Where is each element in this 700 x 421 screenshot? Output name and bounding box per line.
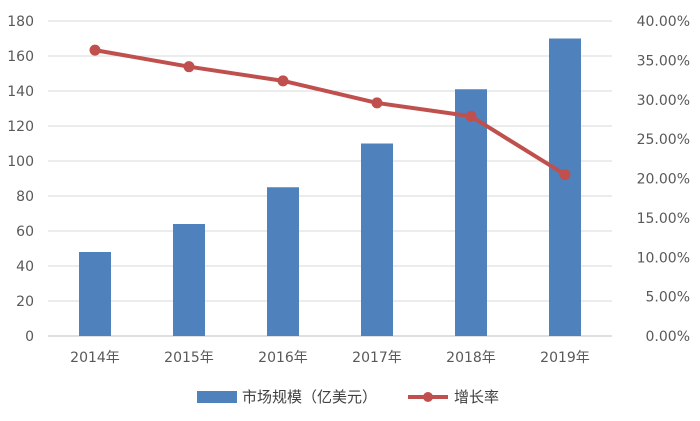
right-tick-label: 15.00% bbox=[637, 211, 690, 227]
right-tick-label: 25.00% bbox=[637, 132, 690, 148]
right-tick-label: 20.00% bbox=[637, 172, 690, 188]
bar bbox=[549, 38, 581, 336]
right-tick-label: 35.00% bbox=[637, 53, 690, 69]
line-point bbox=[277, 75, 289, 87]
left-tick-label: 60 bbox=[16, 224, 34, 240]
x-tick-label: 2018年 bbox=[446, 350, 496, 366]
legend-line-marker bbox=[423, 392, 433, 402]
bar bbox=[267, 187, 299, 336]
bar bbox=[361, 143, 393, 336]
x-tick-label: 2015年 bbox=[164, 350, 214, 366]
right-axis-ticks: 0.00% 5.00% 10.00% 15.00% 20.00% 25.00% 30.00%… bbox=[637, 14, 690, 345]
legend: 市场规模（亿美元） 增长率 bbox=[197, 388, 499, 406]
bar bbox=[455, 89, 487, 336]
gridlines bbox=[48, 20, 612, 337]
line-point bbox=[89, 44, 101, 56]
left-tick-label: 140 bbox=[7, 84, 34, 100]
line-point bbox=[465, 110, 477, 122]
left-tick-label: 180 bbox=[7, 14, 34, 30]
legend-bar-swatch bbox=[197, 391, 237, 403]
x-tick-label: 2019年 bbox=[540, 350, 590, 366]
left-tick-label: 0 bbox=[25, 329, 34, 345]
bar bbox=[79, 252, 111, 336]
line-series bbox=[89, 44, 571, 181]
left-tick-label: 160 bbox=[7, 49, 34, 65]
x-axis-ticks: 2014年 2015年 2016年 2017年 2018年 2019年 bbox=[70, 350, 590, 366]
legend-bar-label: 市场规模（亿美元） bbox=[242, 388, 377, 406]
line-point bbox=[371, 97, 383, 109]
growth-line bbox=[94, 48, 567, 177]
bar bbox=[173, 224, 205, 336]
left-tick-label: 80 bbox=[16, 189, 34, 205]
right-tick-label: 10.00% bbox=[637, 250, 690, 266]
left-tick-label: 40 bbox=[16, 259, 34, 275]
legend-line-label: 增长率 bbox=[454, 388, 499, 406]
bar-series bbox=[79, 38, 581, 336]
left-axis-ticks: 0 20 40 60 80 100 120 140 160 180 bbox=[7, 14, 34, 345]
right-tick-label: 0.00% bbox=[646, 329, 690, 345]
line-point bbox=[559, 169, 571, 181]
line-point bbox=[183, 61, 195, 73]
x-tick-label: 2017年 bbox=[352, 350, 402, 366]
right-tick-label: 30.00% bbox=[637, 93, 690, 109]
x-tick-label: 2014年 bbox=[70, 350, 120, 366]
left-tick-label: 20 bbox=[16, 294, 34, 310]
right-tick-label: 5.00% bbox=[646, 290, 690, 306]
right-tick-label: 40.00% bbox=[637, 14, 690, 30]
x-tick-label: 2016年 bbox=[258, 350, 308, 366]
left-tick-label: 100 bbox=[7, 154, 34, 170]
left-tick-label: 120 bbox=[7, 119, 34, 135]
